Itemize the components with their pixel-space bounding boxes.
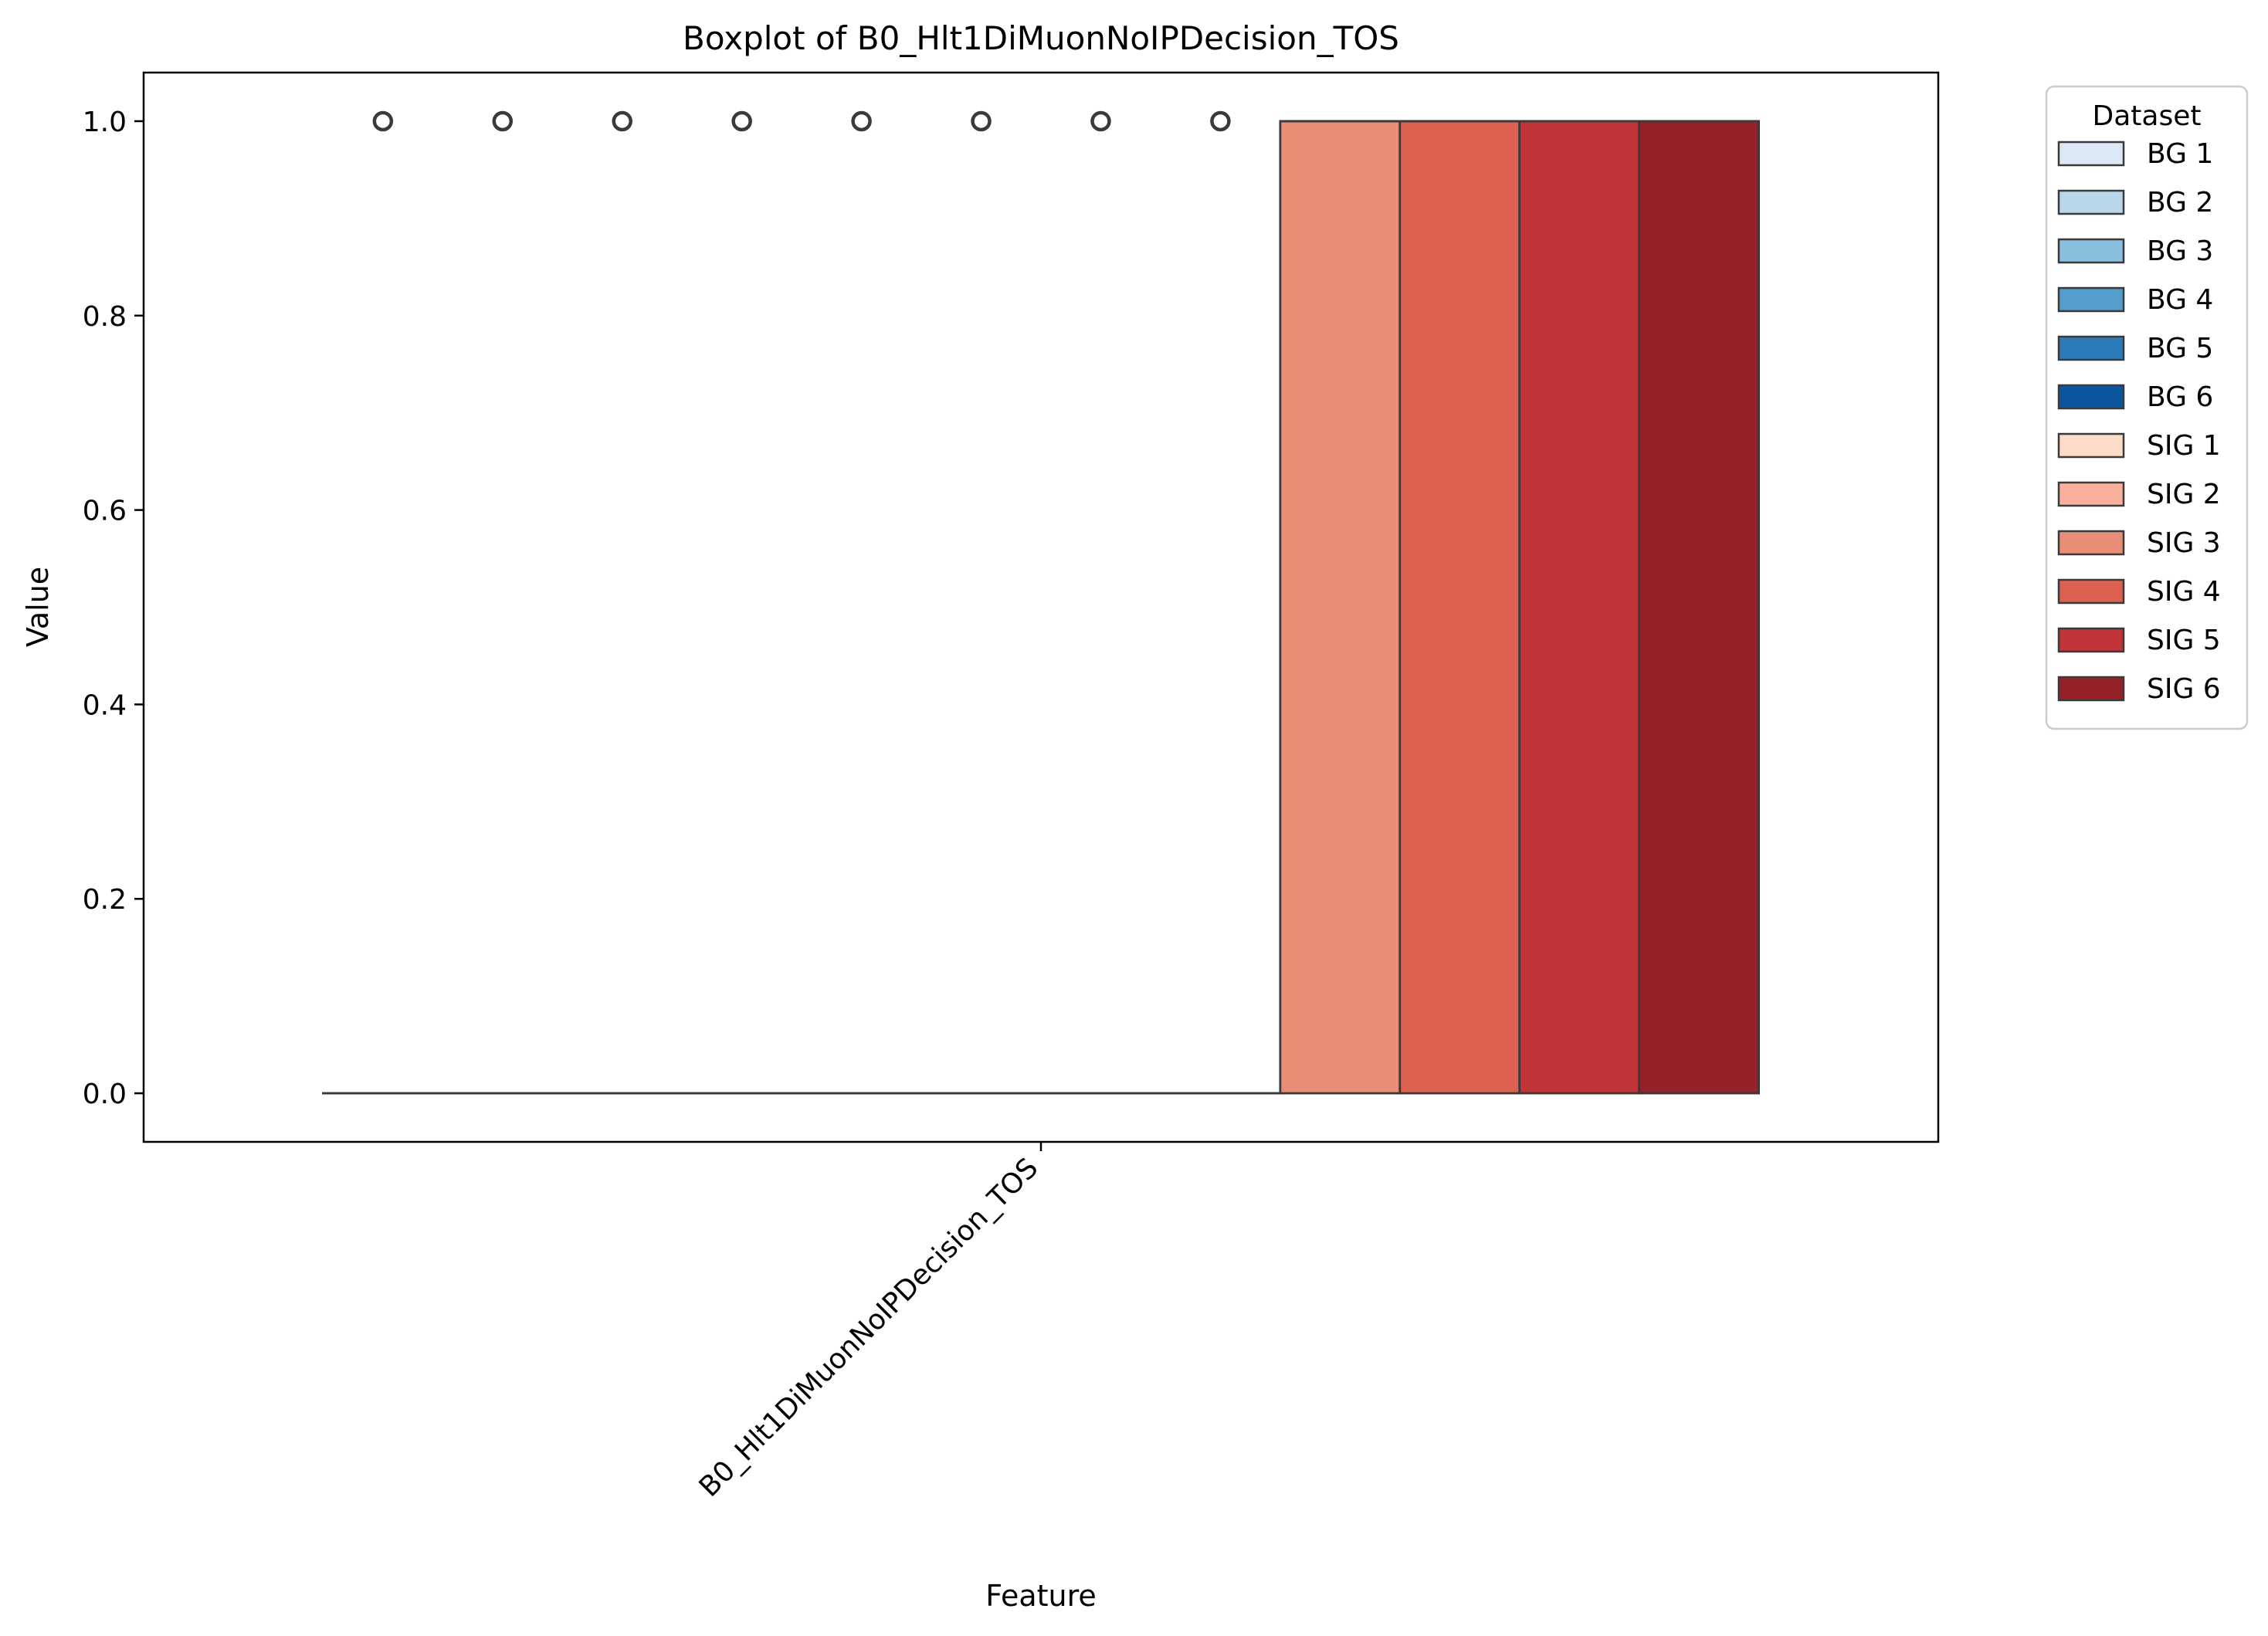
box-sig-3: [1279, 120, 1402, 1095]
legend-items: BG 1 BG 2 BG 3 BG 4 BG 5 BG 6 SIG 1 SIG 2 SIG 3 S…: [2057, 138, 2221, 705]
legend: Dataset BG 1 BG 2 BG 3 BG 4 BG 5 BG 6 SIG 1 SIG…: [2045, 85, 2249, 730]
legend-label: BG 1: [2147, 138, 2213, 170]
legend-item: SIG 6: [2057, 673, 2221, 705]
legend-item: SIG 3: [2057, 527, 2221, 559]
legend-item: BG 1: [2057, 138, 2213, 170]
y-tick-label: 0.2: [83, 884, 127, 916]
x-axis-ticks: B0_Hlt1DiMuonNoIPDecision_TOS: [693, 1142, 1045, 1503]
boxes-layer: [321, 120, 1761, 1095]
x-axis-label: Feature: [985, 1579, 1097, 1613]
legend-label: SIG 2: [2147, 479, 2221, 510]
legend-swatch: [2057, 627, 2125, 653]
box-body: [1638, 120, 1761, 1095]
legend-item: SIG 5: [2057, 625, 2221, 656]
legend-item: BG 3: [2057, 235, 2213, 267]
legend-title: Dataset: [2093, 100, 2202, 132]
outlier-point: [372, 110, 394, 132]
legend-swatch: [2057, 578, 2125, 605]
outliers-layer: [372, 110, 1231, 132]
legend-swatch: [2057, 481, 2125, 507]
outlier-point: [1090, 110, 1111, 132]
y-tick-label: 0.6: [83, 496, 127, 527]
legend-label: BG 2: [2147, 187, 2213, 218]
y-tick-label: 1.0: [83, 107, 127, 138]
y-axis-label: Value: [21, 567, 55, 647]
box-body: [1279, 120, 1402, 1095]
legend-item: BG 5: [2057, 333, 2213, 364]
legend-item: BG 2: [2057, 187, 2213, 218]
legend-swatch: [2057, 432, 2125, 459]
x-tick-label: B0_Hlt1DiMuonNoIPDecision_TOS: [693, 1152, 1045, 1503]
outlier-point: [971, 110, 992, 132]
legend-item: BG 4: [2057, 284, 2213, 316]
legend-label: BG 4: [2147, 284, 2213, 316]
legend-swatch: [2057, 676, 2125, 702]
chart-title: Boxplot of B0_Hlt1DiMuonNoIPDecision_TOS: [683, 19, 1399, 57]
legend-label: SIG 6: [2147, 673, 2221, 705]
y-tick-label: 0.0: [83, 1079, 127, 1110]
legend-swatch: [2057, 384, 2125, 410]
legend-item: SIG 1: [2057, 430, 2221, 462]
legend-item: SIG 2: [2057, 479, 2221, 510]
legend-label: SIG 3: [2147, 527, 2221, 559]
legend-label: SIG 1: [2147, 430, 2221, 462]
outlier-point: [851, 110, 872, 132]
legend-item: SIG 4: [2057, 576, 2221, 608]
legend-label: BG 3: [2147, 235, 2213, 267]
outlier-point: [731, 110, 752, 132]
legend-label: SIG 5: [2147, 625, 2221, 656]
outlier-point: [492, 110, 514, 132]
legend-label: BG 6: [2147, 381, 2213, 413]
box-sig-5: [1518, 120, 1641, 1095]
legend-swatch: [2057, 238, 2125, 264]
legend-swatch: [2057, 335, 2125, 361]
legend-swatch: [2057, 286, 2125, 313]
legend-label: SIG 4: [2147, 576, 2221, 608]
y-tick-label: 0.4: [83, 689, 127, 721]
box-body: [1518, 120, 1641, 1095]
legend-swatch: [2057, 189, 2125, 215]
legend-item: BG 6: [2057, 381, 2213, 413]
legend-swatch: [2057, 141, 2125, 167]
outlier-point: [612, 110, 632, 132]
legend-swatch: [2057, 530, 2125, 556]
y-tick-label: 0.8: [83, 301, 127, 333]
box-sig-4: [1398, 120, 1521, 1095]
box-body: [1398, 120, 1521, 1095]
legend-label: BG 5: [2147, 333, 2213, 364]
y-axis-ticks: 0.0 0.2 0.4 0.6 0.8 1.0: [83, 107, 144, 1110]
box-sig-6: [1638, 120, 1761, 1095]
outlier-point: [1210, 110, 1231, 132]
